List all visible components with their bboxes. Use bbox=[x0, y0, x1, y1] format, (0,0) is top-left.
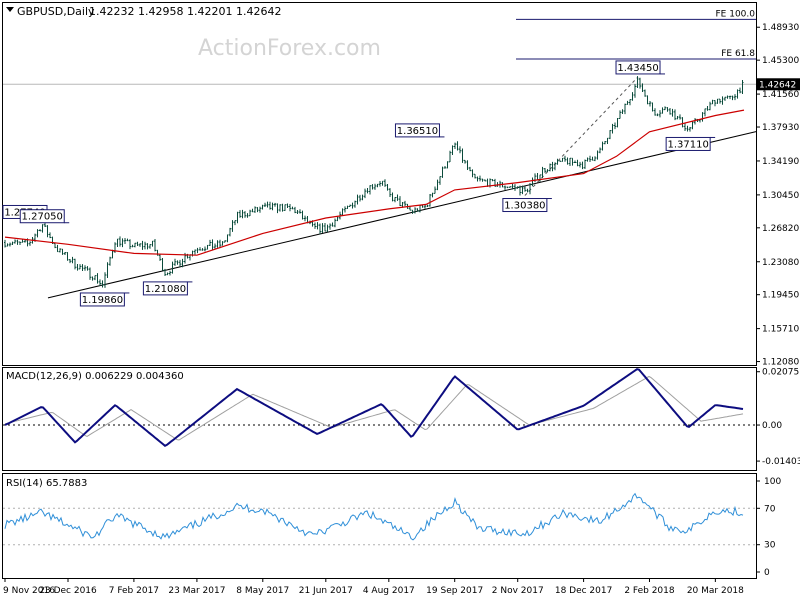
price-axis-label: 1.41560 bbox=[762, 90, 799, 100]
price-axis-label: 1.19450 bbox=[762, 291, 799, 301]
date-axis-label: 23 Dec 2016 bbox=[39, 586, 97, 596]
date-axis-label: 8 May 2017 bbox=[236, 586, 289, 596]
rsi-line bbox=[4, 492, 744, 541]
macd-main-line bbox=[4, 368, 744, 447]
fib-level-label: FE 61.8 bbox=[721, 49, 755, 59]
rsi-panel-frame bbox=[2, 473, 757, 579]
trendline bbox=[47, 131, 757, 299]
price-annotation-text: 1.36510 bbox=[397, 126, 438, 137]
symbol-label: GBPUSD,Daily bbox=[17, 5, 95, 18]
macd-axis-label: -0.014032 bbox=[762, 457, 800, 467]
price-axis-label: 1.45300 bbox=[762, 56, 799, 66]
date-axis-label: 21 Jun 2017 bbox=[299, 586, 353, 596]
price-annotation-box bbox=[615, 60, 661, 75]
price-axis-label: 1.12080 bbox=[762, 358, 799, 368]
ohlc-readout: 1.42232 1.42958 1.42201 1.42642 bbox=[89, 5, 281, 18]
price-annotation-text: 1.37110 bbox=[667, 139, 708, 150]
rsi-title: RSI(14) 65.7883 bbox=[6, 478, 87, 489]
current-price-tag bbox=[757, 78, 800, 91]
watermark: ActionForex.com bbox=[198, 36, 381, 61]
price-axis-label: 1.23080 bbox=[762, 258, 799, 268]
price-axis-label: 1.26820 bbox=[762, 224, 799, 234]
macd-axis-label: 0.00 bbox=[762, 421, 782, 431]
price-annotation-box bbox=[79, 292, 125, 307]
axis-layer: 1.48930 1.45300 1.41560 1.37930 1.34190 1.304… bbox=[3, 23, 800, 596]
date-axis-label: 9 Nov 2016 bbox=[3, 586, 55, 596]
price-axis-label: 1.37930 bbox=[762, 123, 799, 133]
price-annotation-box bbox=[142, 281, 188, 296]
rsi-axis-label: 30 bbox=[764, 541, 776, 551]
fib-level-label: FE 100.0 bbox=[716, 9, 756, 19]
price-annotation-text: 1.19860 bbox=[82, 295, 123, 306]
date-axis-label: 4 Aug 2017 bbox=[363, 586, 415, 596]
chart-header: GBPUSD,Daily 1.42232 1.42958 1.42201 1.4… bbox=[6, 5, 281, 18]
price-annotation-box bbox=[665, 136, 711, 151]
price-axis-label: 1.34190 bbox=[762, 157, 799, 167]
macd-title: MACD(12,26,9) 0.006229 0.004360 bbox=[6, 371, 184, 382]
macd-axis-label: 0.02075 bbox=[762, 368, 799, 378]
current-price-text: 1.42642 bbox=[759, 80, 796, 90]
price-annotation-box bbox=[502, 198, 548, 213]
date-axis-label: 19 Sep 2017 bbox=[426, 586, 483, 596]
price-series-layer: FE 100.0FE 61.81.277401.270501.198601.21… bbox=[2, 9, 757, 307]
rsi-axis-label: 70 bbox=[764, 504, 776, 514]
date-axis-label: 20 Mar 2018 bbox=[687, 586, 744, 596]
price-axis-label: 1.15710 bbox=[762, 325, 799, 335]
macd-panel-frame bbox=[2, 367, 757, 471]
date-axis-label: 7 Feb 2017 bbox=[109, 586, 159, 596]
price-annotation-text: 1.21080 bbox=[145, 284, 186, 295]
date-axis-label: 2 Nov 2017 bbox=[492, 586, 544, 596]
macd-series-layer bbox=[3, 368, 756, 447]
rsi-series-layer bbox=[3, 492, 756, 546]
price-annotation-text: 1.43450 bbox=[617, 63, 658, 74]
price-annotation-box bbox=[19, 209, 65, 224]
price-annotation-text: 1.27050 bbox=[22, 212, 63, 223]
price-axis-label: 1.48930 bbox=[762, 23, 799, 33]
macd-signal-line bbox=[4, 375, 744, 441]
date-axis-label: 2 Feb 2018 bbox=[624, 586, 675, 596]
rsi-axis-label: 0 bbox=[764, 568, 770, 578]
date-axis-label: 18 Dec 2017 bbox=[555, 586, 613, 596]
collapse-arrow-icon[interactable] bbox=[6, 7, 14, 12]
price-annotation-box bbox=[394, 123, 440, 138]
price-axis-label: 1.30450 bbox=[762, 191, 799, 201]
rsi-axis-label: 100 bbox=[764, 477, 781, 487]
moving-average-line bbox=[4, 109, 745, 256]
date-axis-label: 23 Mar 2017 bbox=[168, 586, 225, 596]
price-annotation-text: 1.30380 bbox=[504, 201, 545, 212]
